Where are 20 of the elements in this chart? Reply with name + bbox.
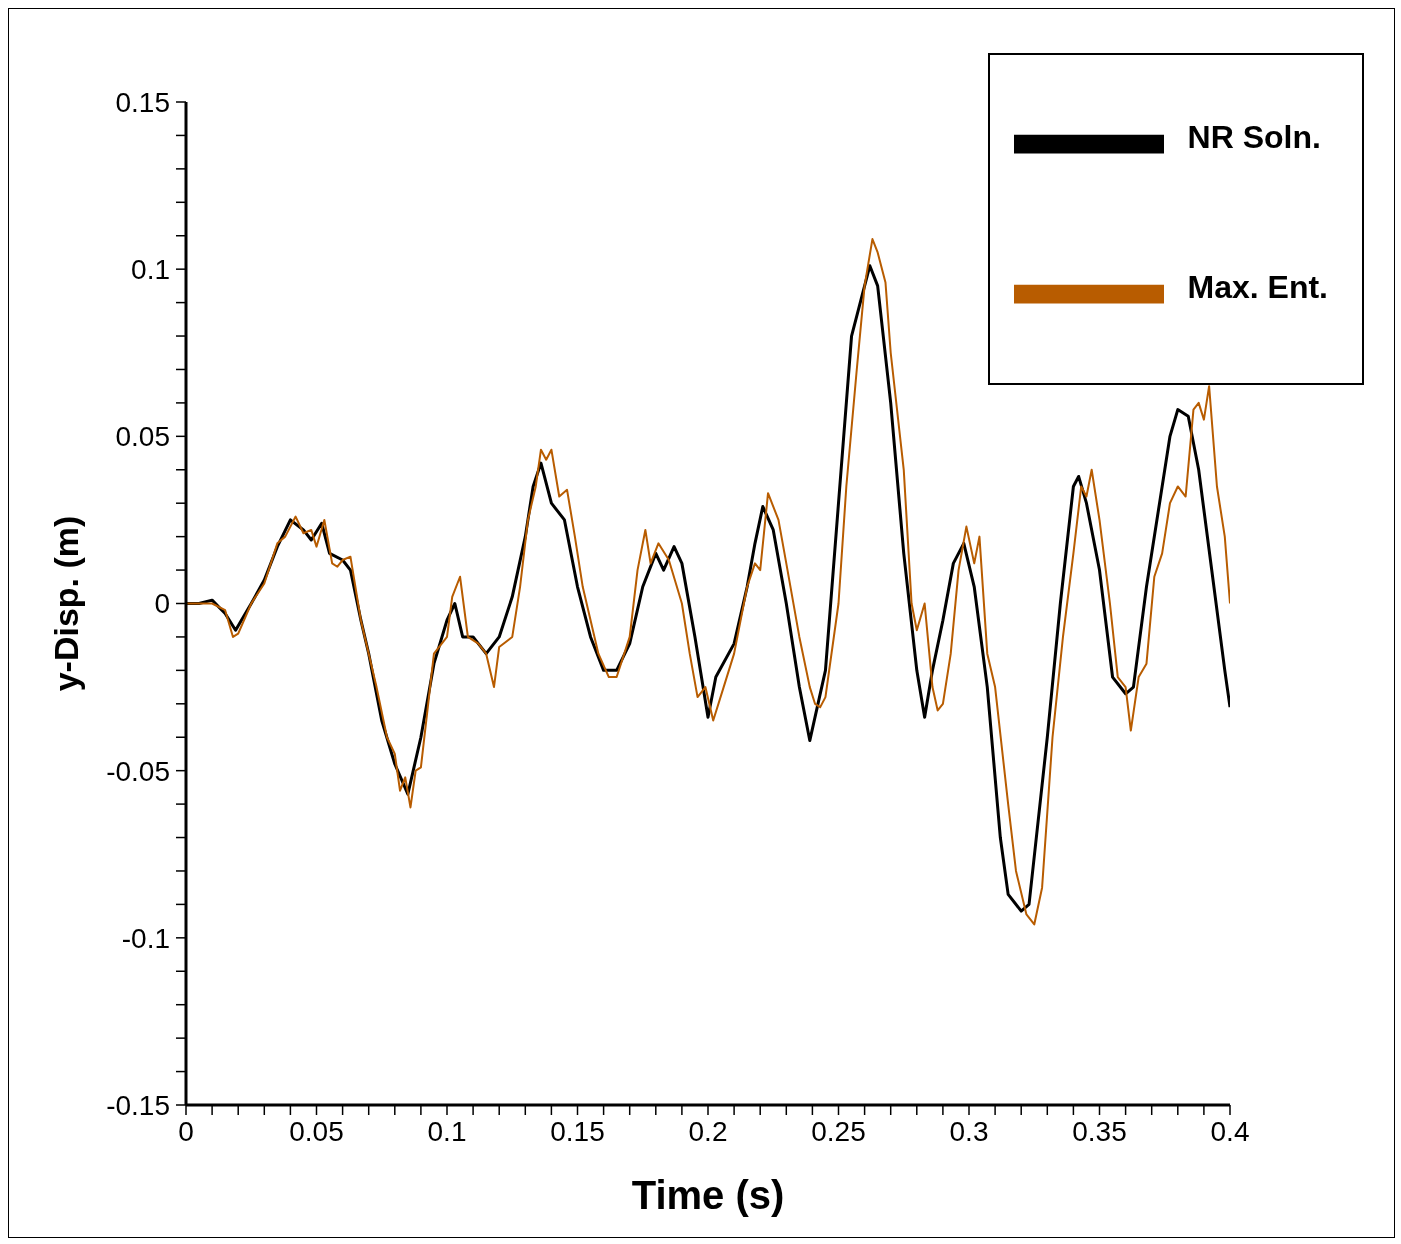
x-tick-label: 0.35 — [1072, 1115, 1127, 1147]
y-tick-label: 0.1 — [131, 254, 170, 286]
x-tick-label: 0.1 — [427, 1115, 467, 1147]
y-tick-label: -0.15 — [106, 1089, 170, 1121]
y-axis-title: y-Disp. (m) — [47, 515, 86, 692]
y-tick-label: -0.1 — [121, 922, 170, 954]
y-tick-label: 0.15 — [115, 86, 170, 118]
x-tick-label: 0.05 — [289, 1115, 344, 1147]
x-tick-label: 0 — [178, 1115, 194, 1147]
y-tick-label: 0.05 — [115, 421, 170, 453]
y-tick-label: -0.05 — [106, 755, 170, 787]
legend-label: NR Soln. — [1187, 118, 1321, 155]
y-tick-label: 0 — [154, 588, 170, 620]
x-tick-label: 0.15 — [550, 1115, 605, 1147]
x-axis-title: Time (s) — [631, 1173, 785, 1217]
x-tick-label: 0.4 — [1210, 1115, 1250, 1147]
x-tick-label: 0.25 — [811, 1115, 866, 1147]
legend-label: Max. Ent. — [1187, 268, 1328, 305]
x-tick-label: 0.2 — [688, 1115, 728, 1147]
x-tick-label: 0.3 — [949, 1115, 989, 1147]
